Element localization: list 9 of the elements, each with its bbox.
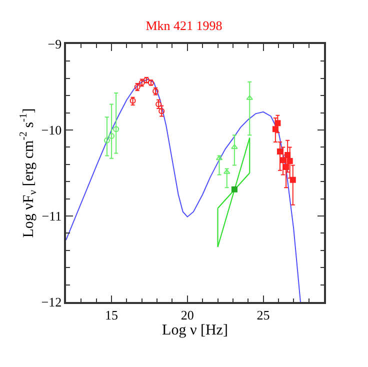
- x-tick-label: 20: [180, 307, 194, 322]
- y-tick-label: −9: [48, 36, 62, 52]
- y-tick-label: −11: [42, 208, 62, 224]
- x-axis-title: Log ν [Hz]: [162, 322, 228, 338]
- x-tick-label: 15: [105, 307, 118, 322]
- y-tick-label: −10: [41, 122, 62, 138]
- chart-title: Mkn 421 1998: [146, 18, 222, 33]
- x-tick-label: 25: [256, 307, 270, 322]
- y-tick-label: −12: [41, 294, 62, 310]
